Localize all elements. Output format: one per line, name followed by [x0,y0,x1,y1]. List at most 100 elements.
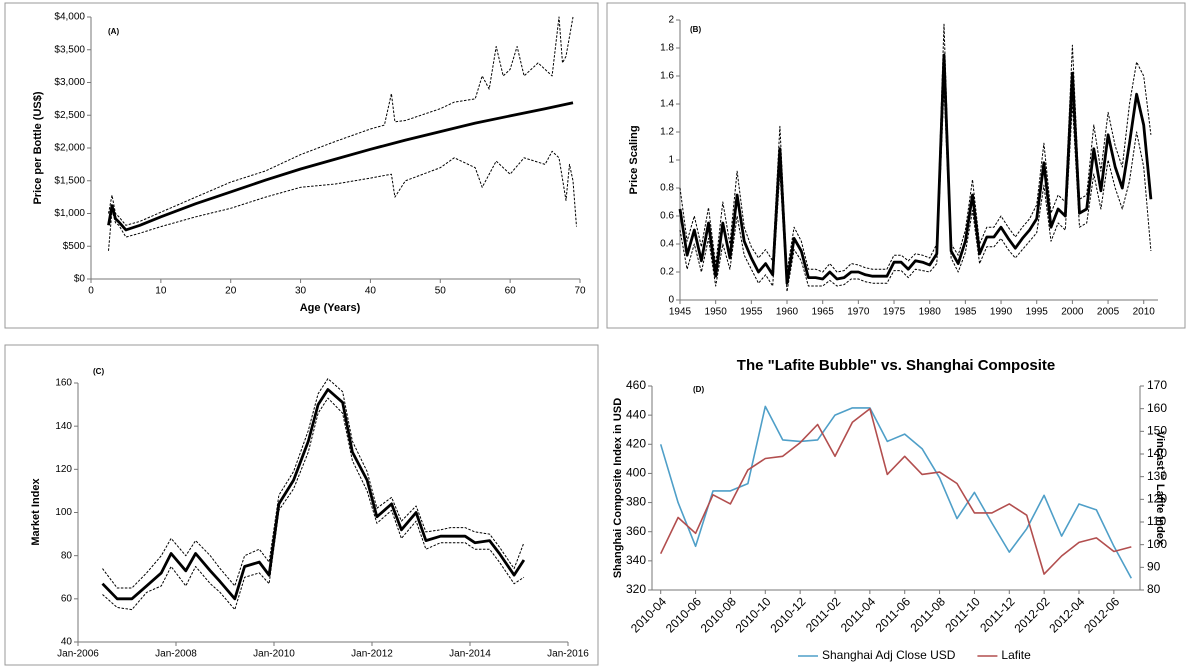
annotation: (D) [693,385,704,394]
y-tick-label: $1,000 [54,208,85,219]
y-tick-label: 60 [61,593,73,604]
y-tick-label: 120 [55,464,72,475]
y-tick-label: 0.2 [660,267,674,278]
y-tick-label: $3,500 [54,44,85,55]
y-tick-label: 100 [55,507,72,518]
x-tick-label: 2011-04 [838,594,879,635]
y-tick-label: 380 [626,495,646,509]
x-tick-label: 2010-12 [767,594,808,635]
legend-label: Shanghai Adj Close USD [822,648,956,662]
annotation: (C) [93,367,104,376]
y-tick-label: $3,000 [54,77,85,88]
x-tick-label: 0 [88,286,94,297]
y2-tick-label: 90 [1147,560,1161,574]
y-tick-label: 1.6 [660,71,674,82]
panel-frame [606,2,1186,329]
y-tick-label: 40 [61,637,73,648]
y-tick-label: 440 [626,407,646,421]
y-tick-label: $1,500 [54,175,85,186]
y-tick-label: 360 [626,524,646,538]
x-tick-label: Jan-2016 [547,649,589,660]
series-line [101,388,526,601]
annotation: (B) [690,25,701,34]
y-tick-label: 400 [626,466,646,480]
y-tick-label: 0.6 [660,211,674,222]
x-tick-label: 1945 [669,307,692,318]
x-tick-label: 2011-08 [908,594,949,635]
x-tick-label: 2000 [1061,307,1084,318]
y-tick-label: $500 [63,241,86,252]
x-tick-label: 1985 [954,307,977,318]
y-tick-label: 1.8 [660,43,674,54]
x-tick-label: 2012-02 [1011,594,1052,635]
x-tick-label: 1950 [705,307,728,318]
y2-tick-label: 170 [1147,378,1167,392]
x-tick-label: Jan-2008 [155,649,197,660]
y2-tick-label: 80 [1147,582,1161,596]
legend-label: Lafite [1001,648,1031,662]
x-tick-label: 2010-08 [698,594,739,635]
x-tick-label: 30 [295,286,307,297]
y2-tick-label: 100 [1147,537,1167,551]
series-line [108,16,574,226]
x-tick-label: 2010 [1133,307,1156,318]
x-tick-label: 2012-04 [1046,594,1087,635]
series-line [679,86,1152,293]
panel-frame [4,2,599,329]
y-tick-label: 0.4 [660,239,674,250]
x-tick-label: 70 [574,286,586,297]
x-tick-label: 1965 [812,307,835,318]
x-tick-label: 2012-06 [1081,594,1122,635]
y-tick-label: 460 [626,378,646,392]
y-axis-title: Price per Bottle (US$) [32,91,44,204]
x-tick-label: 10 [155,286,167,297]
y2-tick-label: 150 [1147,424,1167,438]
panel-frame [4,344,599,666]
annotation: (A) [108,27,119,36]
x-tick-label: Jan-2010 [253,649,295,660]
y-tick-label: 320 [626,582,646,596]
x-tick-label: 2010-04 [628,594,669,635]
x-tick-label: 2010-10 [733,594,774,635]
series-line [107,101,574,232]
y-tick-label: $4,000 [54,12,85,23]
y-tick-label: $0 [74,274,86,285]
x-tick-label: 2011-10 [942,594,983,635]
x-axis-title: Age (Years) [300,302,361,314]
series-line [108,150,577,251]
y-tick-label: 0 [668,295,674,306]
y-tick-label: $2,000 [54,143,85,154]
x-tick-label: 2010-06 [663,594,704,635]
series-line [679,23,1152,273]
x-tick-label: 2011-06 [873,594,914,635]
x-tick-label: 60 [505,286,517,297]
y-tick-label: $2,500 [54,110,85,121]
x-tick-label: 1955 [740,307,763,318]
y-tick-label: 1 [668,155,674,166]
x-tick-label: 50 [435,286,447,297]
x-tick-label: 1995 [1026,307,1049,318]
y-tick-label: 1.2 [660,127,674,138]
y2-tick-label: 140 [1147,446,1167,460]
y2-tick-label: 120 [1147,492,1167,506]
y2-axis-title: Vincast™ Lafite Index [1154,431,1166,546]
x-tick-label: 2011-02 [803,594,844,635]
series-line [659,405,1133,579]
x-tick-label: 1970 [847,307,870,318]
y2-tick-label: 130 [1147,469,1167,483]
y-axis-title: Market Index [30,477,42,545]
x-tick-label: 1960 [776,307,799,318]
x-tick-label: 20 [225,286,237,297]
series-line [678,53,1153,285]
x-tick-label: 40 [365,286,377,297]
y-axis-title: Price Scaling [628,125,640,194]
y2-tick-label: 110 [1147,514,1166,528]
y2-tick-label: 160 [1147,401,1167,415]
x-tick-label: 2011-12 [977,594,1018,635]
y-tick-label: 80 [61,550,73,561]
y-tick-label: 140 [55,421,72,432]
x-tick-label: 1980 [919,307,942,318]
y-tick-label: 340 [626,553,646,567]
x-tick-label: Jan-2014 [449,649,491,660]
